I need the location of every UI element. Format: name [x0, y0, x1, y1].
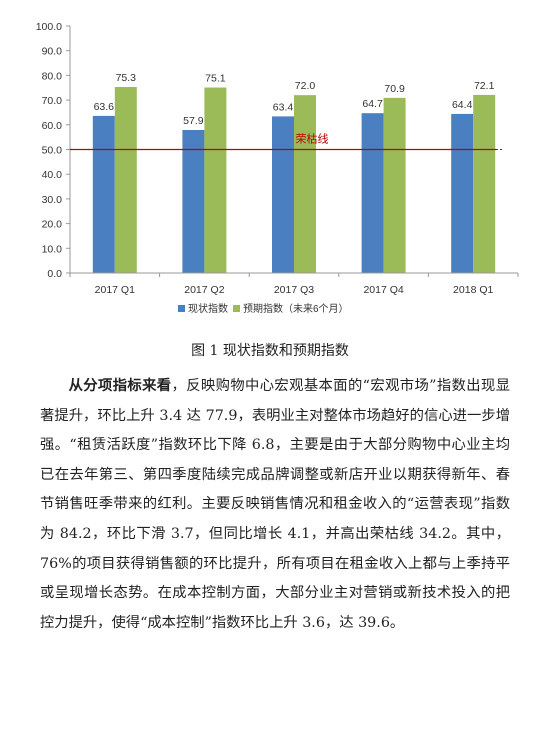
y-tick-label: 10.0 — [42, 243, 63, 255]
legend-swatch — [233, 305, 240, 312]
legend-label: 预期指数（未来6个月） — [243, 302, 349, 315]
x-tick-label: 2018 Q1 — [453, 284, 493, 296]
bar-series-1 — [451, 113, 474, 273]
bar-value-label: 63.6 — [94, 101, 115, 113]
x-axis: 2017 Q1 2017 Q2 2017 Q3 2017 Q4 2018 Q1 — [69, 272, 519, 296]
bar-series-2 — [294, 95, 316, 273]
bar-series-2 — [114, 87, 137, 273]
y-tick-label: 50.0 — [42, 145, 63, 157]
x-tick-label: 2017 Q3 — [274, 284, 314, 296]
bar-series-1 — [92, 115, 115, 274]
bar-value-label: 63.4 — [273, 101, 294, 113]
y-axis: 0.0 10.0 20.0 30.0 40.0 50.0 60.0 70.0 80.0 90.0 1… — [36, 21, 71, 280]
y-tick-label: 90.0 — [42, 46, 63, 58]
reference-line-label: 荣枯线 — [296, 132, 329, 146]
bar-value-label: 72.1 — [474, 80, 495, 92]
figure-caption: 图 1 现状指数和预期指数 — [191, 343, 349, 359]
bar-series-1 — [361, 113, 384, 273]
reference-line-group: 荣枯线 — [70, 132, 504, 151]
x-tick-label: 2017 Q4 — [363, 284, 403, 296]
y-tick-label: 60.0 — [42, 120, 63, 132]
legend: 现状指数 预期指数（未来6个月） — [178, 302, 349, 315]
y-tick-label: 40.0 — [42, 169, 63, 181]
body-paragraph: 从分项指标来看，反映购物中心宏观基本面的“宏观市场”指数出现显著提升，环比上升 … — [40, 372, 510, 638]
bar-value-label: 57.9 — [183, 115, 204, 127]
bar-value-label: 70.9 — [384, 83, 405, 95]
y-tick-label: 20.0 — [42, 219, 63, 231]
paragraph-text: ，反映购物中心宏观基本面的“宏观市场”指数出现显著提升，环比上升 3.4 达 7… — [40, 378, 510, 631]
bar-series-2 — [473, 94, 496, 274]
x-tick-label: 2017 Q1 — [95, 284, 135, 296]
bar-value-label: 64.4 — [452, 99, 473, 111]
bar-value-label: 75.1 — [205, 73, 226, 85]
bar-series-2 — [204, 87, 227, 274]
legend-label: 现状指数 — [188, 302, 228, 315]
y-tick-label: 30.0 — [42, 194, 63, 206]
x-tick-label: 2017 Q2 — [184, 284, 224, 296]
y-tick-label: 70.0 — [42, 95, 63, 107]
y-tick-label: 80.0 — [42, 70, 63, 82]
y-tick-label: 100.0 — [36, 21, 62, 33]
bar-value-label: 75.3 — [116, 72, 137, 84]
y-tick-label: 0.0 — [47, 268, 62, 280]
chart-bars: 63.6 57.9 63.4 64.7 64.4 75.3 75.1 72.0 70.9 72.1 — [92, 72, 496, 274]
bar-series-2 — [383, 97, 406, 273]
bar-series-1 — [272, 116, 294, 273]
legend-swatch — [178, 305, 185, 312]
bar-value-label: 72.0 — [295, 80, 316, 92]
bar-chart: 0.0 10.0 20.0 30.0 40.0 50.0 60.0 70.0 80.0 90.0 1… — [36, 21, 519, 315]
bar-value-label: 64.7 — [362, 98, 383, 110]
paragraph-lead: 从分项指标来看 — [68, 378, 172, 394]
bar-series-1 — [182, 129, 205, 273]
